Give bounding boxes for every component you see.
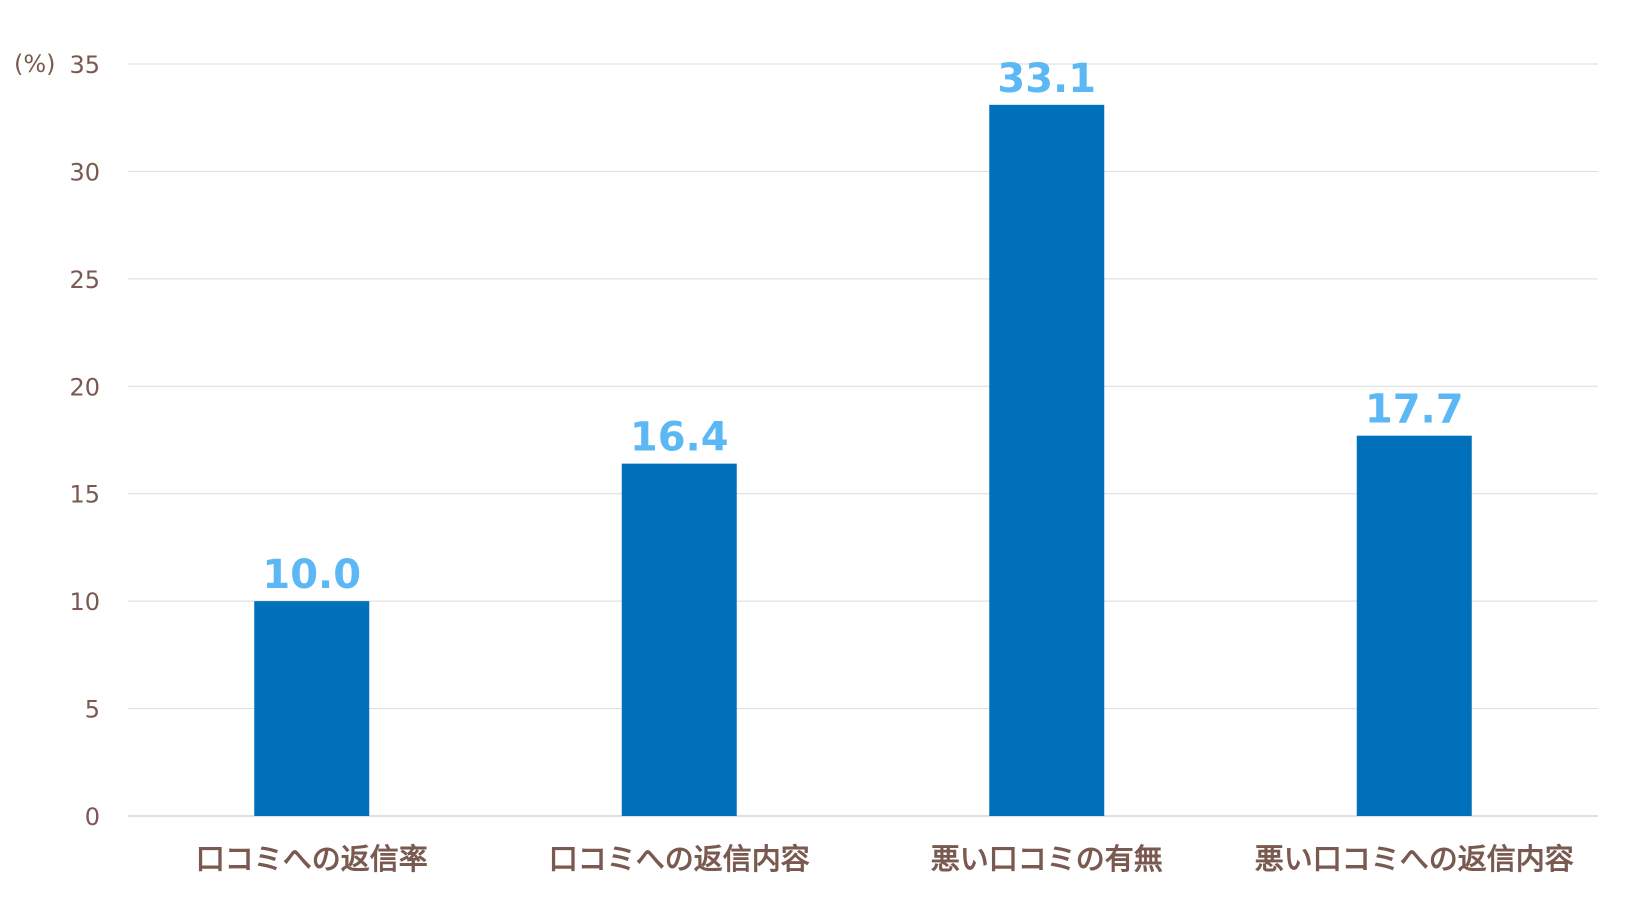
data-labels: 10.0 16.4 33.1 17.7	[262, 56, 1463, 598]
bars	[254, 104, 1472, 816]
category-label: 口コミへの返信率	[196, 842, 428, 876]
data-label: 16.4	[630, 415, 729, 461]
data-label: 10.0	[262, 552, 361, 598]
y-tick-label: 35	[69, 51, 100, 79]
data-label: 33.1	[997, 56, 1096, 102]
y-tick-label: 5	[85, 696, 100, 724]
data-label: 17.7	[1365, 387, 1464, 433]
bar	[1356, 435, 1472, 816]
y-tick-label: 20	[69, 373, 100, 401]
gridlines	[128, 63, 1598, 817]
bar	[989, 104, 1105, 816]
y-axis: (%) 0 5 10 15 20 25 30 35	[14, 50, 100, 831]
y-tick-label: 30	[69, 158, 100, 186]
y-tick-label: 10	[69, 588, 100, 616]
category-label: 口コミへの返信内容	[549, 842, 810, 876]
bar	[254, 601, 370, 816]
y-tick-label: 0	[85, 803, 100, 831]
y-tick-label: 25	[69, 266, 100, 294]
category-label: 悪い口コミへの返信内容	[1255, 842, 1574, 876]
y-axis-unit-label: (%)	[14, 50, 56, 78]
y-tick-label: 15	[69, 481, 100, 509]
x-axis: 口コミへの返信率 口コミへの返信内容 悪い口コミの有無 悪い口コミへの返信内容	[196, 842, 1574, 876]
category-label: 悪い口コミの有無	[931, 842, 1163, 876]
bar	[621, 463, 737, 816]
